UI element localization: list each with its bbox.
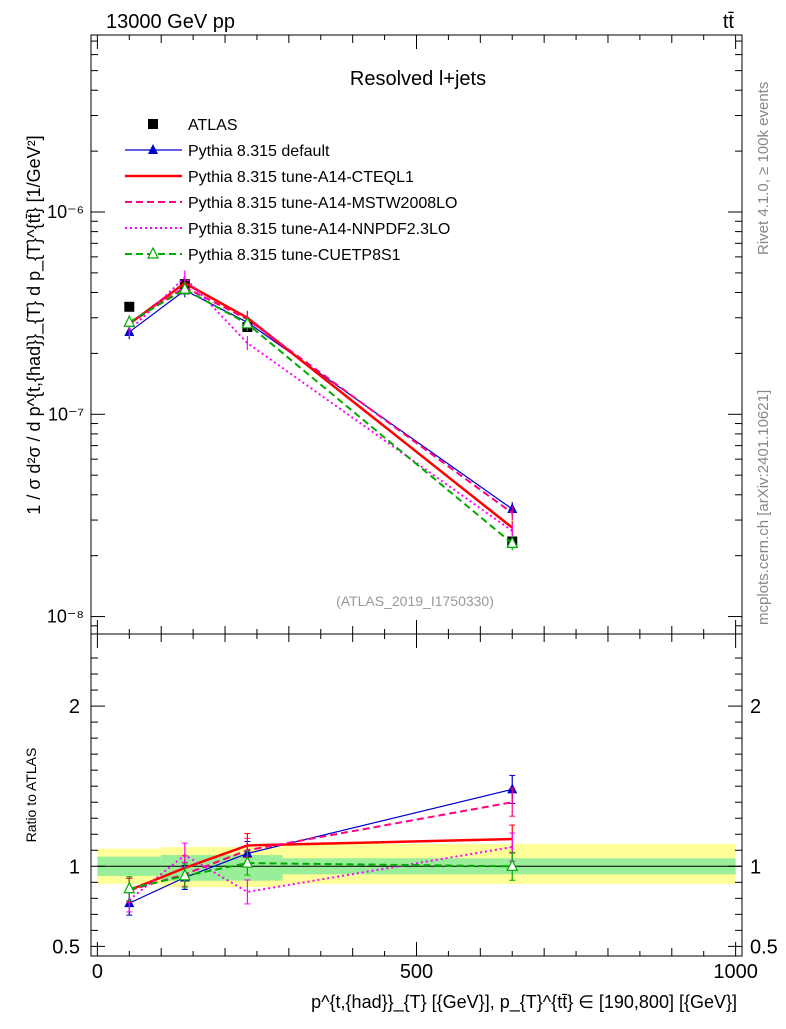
ratio-tick-label-right-1: 1 bbox=[750, 856, 761, 878]
ratio-y-axis-title: Ratio to ATLAS bbox=[23, 748, 39, 843]
ratio-tick-label-2: 2 bbox=[69, 696, 80, 718]
series-line-0 bbox=[128, 289, 513, 510]
major-ticks bbox=[91, 35, 742, 956]
ratio-line-4 bbox=[129, 862, 513, 890]
legend-label-atlas: ATLAS bbox=[188, 117, 238, 134]
legend-marker-4 bbox=[147, 246, 159, 259]
mcplots-label: mcplots.cern.ch [arXiv:2401.10621] bbox=[755, 390, 772, 625]
x-tick-label-1000: 1000 bbox=[713, 961, 758, 983]
series-line-4 bbox=[128, 288, 513, 545]
ratio-point-4 bbox=[241, 855, 254, 868]
ratio-point-4 bbox=[123, 881, 136, 894]
collision-label: 13000 GeV pp bbox=[106, 11, 235, 33]
x-axis-title: p^{t,{had}}_{T} [{GeV}], p_{T}^{tt̄} ∈ [… bbox=[311, 992, 737, 1013]
ratio-point-4 bbox=[178, 868, 191, 881]
y-tick-labels: 10⁻⁸ 10⁻⁷ 10⁻⁶ bbox=[47, 202, 84, 627]
y-tick-label-1e-6: 10⁻⁶ bbox=[47, 202, 84, 222]
chart-title: Resolved l+jets bbox=[350, 68, 486, 90]
series-point-4 bbox=[241, 316, 254, 329]
ratio-line-3 bbox=[128, 846, 513, 901]
rivet-label: Rivet 4.1.0, ≥ 100k events bbox=[755, 82, 772, 255]
analysis-id: (ATLAS_2019_I1750330) bbox=[336, 593, 494, 609]
series-line-2 bbox=[128, 286, 513, 514]
legend-label-nnpdf23lo: Pythia 8.315 tune-A14-NNPDF2.3LO bbox=[188, 221, 450, 238]
atlas-data-point bbox=[124, 301, 135, 312]
ratio-series-group bbox=[123, 774, 519, 916]
legend-label-cteql1: Pythia 8.315 tune-A14-CTEQL1 bbox=[188, 169, 414, 186]
ratio-tick-label-0.5: 0.5 bbox=[52, 936, 80, 958]
legend-marker-atlas bbox=[148, 119, 158, 129]
ratio-line-1 bbox=[128, 837, 513, 892]
series-point-4 bbox=[506, 536, 519, 548]
ratio-tick-label-1: 1 bbox=[69, 856, 80, 878]
y-tick-label-1e-8: 10⁻⁸ bbox=[47, 607, 84, 627]
ratio-tick-labels-left: 0.5 1 2 bbox=[52, 696, 80, 958]
y-axis-title: 1 / σ d²σ / d p^{t,{had}}_{T} d p_{T}^{t… bbox=[24, 135, 45, 514]
process-label: tt̄ bbox=[723, 11, 735, 33]
y-tick-label-1e-7: 10⁻⁷ bbox=[48, 404, 84, 424]
ratio-panel-frame bbox=[90, 633, 743, 957]
legend-marker-0 bbox=[148, 144, 158, 154]
legend-label-cuetp8s1: Pythia 8.315 tune-CUETP8S1 bbox=[188, 247, 401, 264]
ratio-tick-label-right-2: 2 bbox=[750, 696, 761, 718]
legend-label-mstw2008lo: Pythia 8.315 tune-A14-MSTW2008LO bbox=[188, 195, 457, 212]
legend: ATLAS Pythia 8.315 default Pythia 8.315 … bbox=[125, 117, 457, 264]
x-tick-labels: 0 500 1000 bbox=[92, 961, 758, 983]
x-tick-label-500: 500 bbox=[400, 961, 433, 983]
ratio-tick-labels-right: 0.5 1 2 bbox=[750, 696, 778, 958]
ratio-line-0 bbox=[129, 788, 513, 904]
minor-ticks bbox=[91, 35, 742, 956]
series-line-3 bbox=[128, 275, 513, 532]
ratio-point-4 bbox=[506, 858, 519, 871]
main-series-group bbox=[123, 270, 519, 551]
ratio-tick-label-right-0.5: 0.5 bbox=[750, 936, 778, 958]
x-tick-label-0: 0 bbox=[92, 961, 103, 983]
series-line-1 bbox=[128, 281, 514, 529]
series-point-4 bbox=[178, 281, 191, 294]
legend-label-default: Pythia 8.315 default bbox=[188, 143, 330, 160]
series-point-4 bbox=[123, 314, 136, 327]
